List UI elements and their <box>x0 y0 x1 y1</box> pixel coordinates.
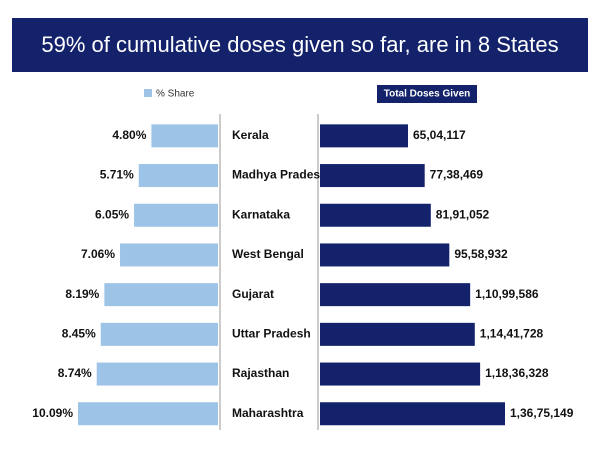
value-label: 8.19% <box>65 287 99 301</box>
value-label: 6.05% <box>95 207 129 221</box>
bar <box>138 164 218 188</box>
legend-swatch <box>144 89 152 97</box>
bar <box>78 402 218 426</box>
bar <box>100 322 218 346</box>
bar <box>320 124 408 148</box>
bar <box>120 243 218 267</box>
bar <box>320 402 505 426</box>
value-label: 1,36,75,149 <box>510 406 574 420</box>
value-label: 5.71% <box>100 168 134 182</box>
bar <box>320 283 471 307</box>
value-label: 8.45% <box>62 327 96 341</box>
value-label: 1,10,99,586 <box>475 287 539 301</box>
legend-label: % Share <box>156 89 195 100</box>
value-label: 1,14,41,728 <box>480 327 544 341</box>
bar <box>104 283 218 307</box>
category-label: Rajasthan <box>232 366 289 380</box>
bar <box>134 203 218 227</box>
value-label: 4.80% <box>112 128 146 142</box>
value-label: 7.06% <box>81 247 115 261</box>
chart-title: 59% of cumulative doses given so far, ar… <box>41 32 558 57</box>
category-label: Madhya Pradesh <box>232 168 327 182</box>
bar <box>320 203 431 227</box>
title-banner <box>12 18 588 72</box>
category-label: Uttar Pradesh <box>232 327 311 341</box>
category-label: Maharashtra <box>232 406 304 420</box>
bar <box>320 362 481 386</box>
value-label: 95,58,932 <box>454 247 508 261</box>
value-label: 10.09% <box>32 406 73 420</box>
bar <box>320 322 475 346</box>
legend-box <box>377 85 477 103</box>
bar <box>320 243 450 267</box>
bar <box>320 164 425 188</box>
category-label: Gujarat <box>232 287 274 301</box>
bar <box>151 124 218 148</box>
category-label: Karnataka <box>232 207 290 221</box>
value-label: 8.74% <box>58 366 92 380</box>
value-label: 77,38,469 <box>430 168 484 182</box>
category-label: West Bengal <box>232 247 304 261</box>
category-label: Kerala <box>232 128 269 142</box>
value-label: 81,91,052 <box>436 207 490 221</box>
bar <box>96 362 218 386</box>
legend-label: Total Doses Given <box>384 89 471 100</box>
value-label: 65,04,117 <box>413 128 466 142</box>
value-label: 1,18,36,328 <box>485 366 549 380</box>
